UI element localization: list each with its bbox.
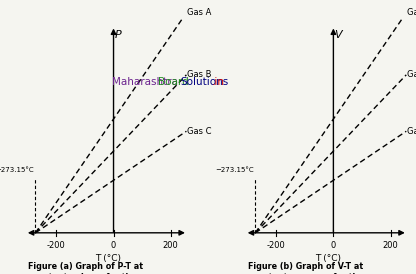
Text: Figure (a) Graph of P-T at
constant volume for three
ideal gases: Figure (a) Graph of P-T at constant volu…	[28, 262, 146, 274]
Text: V: V	[334, 30, 342, 40]
Text: −273.15°C: −273.15°C	[0, 167, 34, 173]
Text: -200: -200	[47, 241, 66, 250]
Text: -200: -200	[267, 241, 286, 250]
Text: 0: 0	[331, 241, 336, 250]
Text: 200: 200	[383, 241, 399, 250]
Text: Figure (b) Graph of V-T at
constant pressure for three
ideal gases: Figure (b) Graph of V-T at constant pres…	[248, 262, 373, 274]
Text: Board: Board	[158, 77, 189, 87]
Text: T (°C): T (°C)	[95, 254, 121, 263]
Text: 0: 0	[111, 241, 116, 250]
Text: Solutions: Solutions	[180, 77, 228, 87]
Text: T (°C): T (°C)	[314, 254, 341, 263]
Text: Gas A: Gas A	[187, 8, 211, 17]
Text: 200: 200	[163, 241, 178, 250]
Text: P: P	[115, 30, 121, 40]
Text: Gas C: Gas C	[187, 127, 211, 136]
Text: −273.15°C: −273.15°C	[215, 167, 254, 173]
Text: Gas A: Gas A	[407, 8, 416, 17]
Text: Gas B: Gas B	[187, 70, 211, 79]
Text: Maharashtra: Maharashtra	[112, 77, 178, 87]
Text: Gas C: Gas C	[407, 127, 416, 136]
Text: Gas B: Gas B	[407, 70, 416, 79]
Text: .in: .in	[212, 77, 225, 87]
